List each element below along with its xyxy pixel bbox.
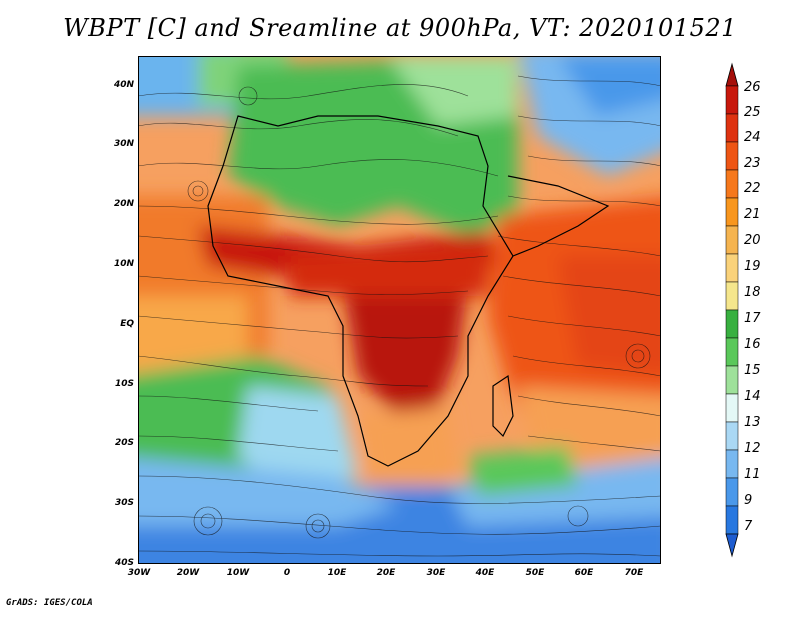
colorbar-label: 24 [744, 130, 761, 145]
colorbar [725, 62, 739, 558]
colorbar-label: 18 [744, 285, 761, 300]
colorbar-swatch [725, 505, 739, 535]
colorbar-label: 7 [744, 519, 753, 534]
colorbar-label: 17 [744, 311, 761, 326]
colorbar-swatch [725, 169, 739, 199]
colorbar-swatch [725, 365, 739, 395]
colorbar-swatch [725, 253, 739, 283]
lon-label: 30W [127, 568, 151, 578]
lon-label: 30E [426, 568, 446, 578]
lon-label: 20W [176, 568, 200, 578]
colorbar-label: 9 [744, 493, 753, 508]
lon-label: 10W [226, 568, 250, 578]
lat-label: 20S [114, 438, 134, 448]
colorbar-swatch [725, 113, 739, 143]
colorbar-label: 13 [744, 415, 761, 430]
coastline [207, 115, 610, 467]
lon-label: 60E [574, 568, 594, 578]
colorbar-swatch [725, 141, 739, 171]
colorbar-label: 25 [744, 105, 761, 120]
colorbar-swatch [725, 477, 739, 507]
colorbar-swatch [725, 85, 739, 115]
lat-label: 20N [113, 199, 134, 209]
colorbar-swatch [725, 197, 739, 227]
lat-label: 40N [113, 80, 134, 90]
map-panel [138, 56, 661, 564]
lat-label: 10N [113, 259, 134, 269]
map-frame [138, 56, 661, 564]
lat-label: EQ [120, 319, 134, 329]
colorbar-swatch [725, 281, 739, 311]
colorbar-label: 16 [744, 337, 761, 352]
lat-label: 30N [113, 139, 134, 149]
colorbar-swatch [725, 393, 739, 423]
lon-label: 70E [624, 568, 644, 578]
colorbar-min-arrow [725, 533, 739, 558]
colorbar-label: 14 [744, 389, 761, 404]
colorbar-swatch [725, 225, 739, 255]
colorbar-swatch [725, 337, 739, 367]
lon-label: 40E [475, 568, 495, 578]
colorbar-label: 11 [744, 467, 761, 482]
streamlines [138, 75, 661, 557]
temperature-shading [138, 56, 661, 564]
wbpt-field [138, 56, 661, 564]
colorbar-label: 22 [744, 181, 761, 196]
lat-label: 10S [114, 379, 134, 389]
lat-label: 40S [114, 558, 134, 568]
credit-text: GrADS: IGES/COLA [6, 598, 93, 608]
lon-label: 10E [327, 568, 347, 578]
lat-label: 30S [114, 498, 134, 508]
map-title: WBPT [C] and Sreamline at 900hPa, VT: 20… [63, 14, 737, 42]
lon-label: 0 [283, 568, 291, 578]
colorbar-label: 12 [744, 441, 761, 456]
colorbar-swatch [725, 421, 739, 451]
colorbar-max-arrow [725, 62, 739, 87]
colorbar-swatch [725, 449, 739, 479]
colorbar-label: 26 [744, 80, 761, 95]
colorbar-label: 20 [744, 233, 761, 248]
colorbar-swatch [725, 309, 739, 339]
colorbar-label: 23 [744, 156, 761, 171]
colorbar-label: 15 [744, 363, 761, 378]
lon-label: 20E [376, 568, 396, 578]
colorbar-label: 19 [744, 259, 761, 274]
lon-label: 50E [525, 568, 545, 578]
colorbar-label: 21 [744, 207, 761, 222]
